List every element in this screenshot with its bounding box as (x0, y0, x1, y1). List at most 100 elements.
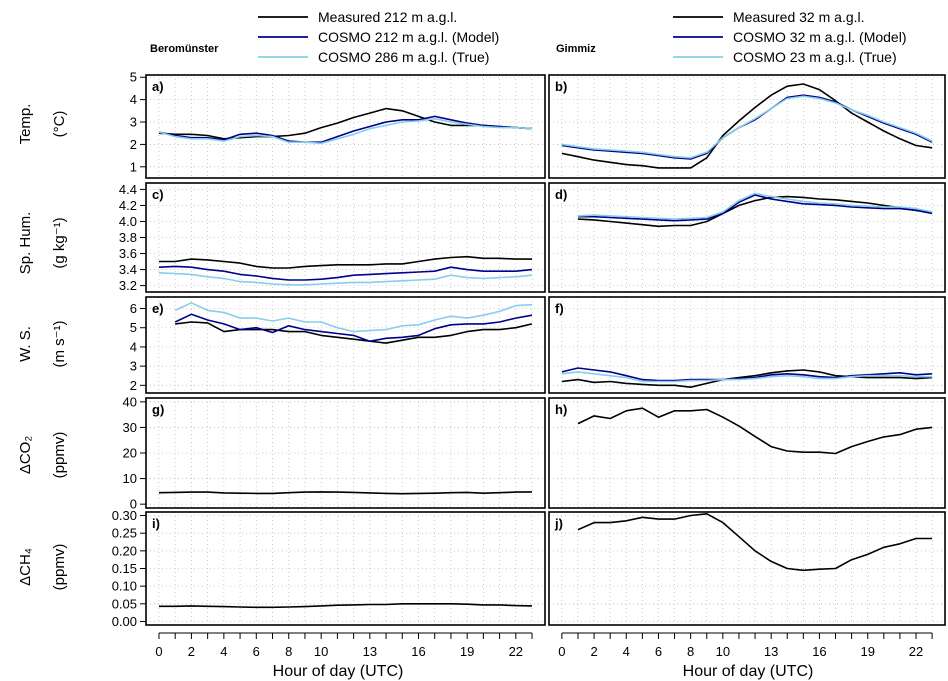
y-tick-label: 2 (130, 137, 137, 152)
x-tick-label: 0 (155, 644, 162, 659)
panel-b: b) (548, 74, 946, 179)
panel-c: c) 3.23.43.63.84.04.24.4 (119, 182, 546, 293)
legend-label-model: COSMO 212 m a.g.l. (Model) (318, 29, 499, 45)
panel-h: h) (548, 397, 946, 509)
x-tick-label: 8 (687, 644, 694, 659)
row-label-temperature: Temp. (17, 104, 34, 145)
y-tick-label: 0.20 (112, 543, 137, 558)
x-tick-label: 22 (909, 644, 923, 659)
y-tick-label: 0.00 (112, 614, 137, 629)
y-tick-label: 0.15 (112, 561, 137, 576)
y-tick-label: 3 (130, 115, 137, 130)
y-tick-label: 3.2 (119, 278, 137, 293)
x-tick-label: 16 (812, 644, 826, 659)
series-line-measured (158, 491, 533, 495)
series-line-true (561, 95, 933, 159)
panel-letter: b) (555, 79, 567, 94)
row-labels: Temp. (°C) Sp. Hum. (g kg⁻¹) W. S. (m s⁻… (17, 104, 68, 591)
x-tick-label: 10 (314, 644, 328, 659)
series-line-measured (577, 195, 933, 228)
panel-letter: h) (555, 402, 567, 417)
series-line-measured (159, 255, 532, 269)
column-title-gimmiz: Gimmiz (556, 43, 596, 55)
series-line-measured (561, 83, 933, 169)
panel-frame (548, 296, 946, 394)
y-tick-label: 0.05 (112, 596, 137, 611)
y-tick-label: 4 (130, 339, 137, 354)
y-tick-label: 10 (123, 471, 137, 486)
series-line-measured (577, 512, 933, 572)
legend-label-model: COSMO 32 m a.g.l. (Model) (733, 29, 907, 45)
row-unit-wind-speed: (m s⁻¹) (51, 320, 68, 367)
y-tick-label: 6 (130, 301, 137, 316)
y-tick-label: 0.10 (112, 579, 137, 594)
y-tick-label: 2 (130, 378, 137, 393)
legend-beromunster: Measured 212 m a.g.l. COSMO 212 m a.g.l.… (258, 9, 499, 65)
y-tick-label: 5 (130, 70, 137, 85)
legend-label-measured: Measured 212 m a.g.l. (318, 9, 457, 25)
series-line-model (158, 265, 533, 281)
y-tick-label: 40 (123, 394, 137, 409)
column-title-beromunster: Beromünster (150, 43, 219, 55)
panel-i: i) 0.00 0.05 0.10 0.15 0.20 0.25 0.30 (112, 508, 546, 629)
y-tick-label: 1 (130, 159, 137, 174)
row-label-wind-speed: W. S. (17, 326, 34, 362)
y-tick-label: 3.6 (119, 246, 137, 261)
x-tick-label: 19 (460, 644, 474, 659)
series-line-true (174, 301, 533, 333)
series-line-measured (159, 602, 533, 609)
panel-letter: c) (152, 187, 164, 202)
row-unit-delta-ch4: (ppmv) (51, 544, 68, 591)
series-line-true (158, 117, 533, 145)
y-tick-label: 3.4 (119, 262, 137, 277)
panel-f: f) (548, 296, 946, 394)
y-tick-label: 3.8 (119, 230, 137, 245)
panels: a) 1 2 3 4 5 b) c) 3.23.43.63.84.04.24.4 d) e) 2 3 4 5… (112, 70, 946, 659)
x-tick-label: 8 (285, 644, 292, 659)
legend-label-true: COSMO 23 m a.g.l. (True) (733, 49, 897, 65)
x-tick-label: 22 (509, 644, 523, 659)
y-tick-label: 20 (123, 446, 137, 461)
y-tick-label: 4 (130, 92, 137, 107)
row-unit-delta-co2: (ppmv) (51, 432, 68, 479)
panel-frame (548, 74, 946, 179)
y-tick-label: 4.0 (119, 214, 137, 229)
y-tick-label: 30 (123, 420, 137, 435)
panel-e: e) 2 3 4 5 6 (130, 296, 546, 394)
x-axis-left: 0 2 4 6 8 10 13 16 19 22 (155, 632, 533, 659)
x-tick-label: 16 (411, 644, 425, 659)
y-tick-label: 0 (130, 497, 137, 512)
panel-letter: d) (555, 187, 567, 202)
y-tick-label: 3 (130, 359, 137, 374)
series-line-true (577, 192, 933, 220)
x-tick-label: 6 (253, 644, 260, 659)
legend-label-true: COSMO 286 m a.g.l. (True) (318, 49, 489, 65)
panel-letter: i) (152, 516, 160, 531)
x-tick-label: 2 (590, 644, 597, 659)
x-axis-label-left: Hour of day (UTC) (273, 663, 404, 680)
panel-frame (548, 182, 946, 293)
y-tick-label: 4.2 (119, 198, 137, 213)
row-label-delta-ch4: ΔCH₄ (17, 548, 34, 586)
panel-j: j) (548, 511, 946, 626)
panel-letter: e) (152, 301, 164, 316)
x-tick-label: 13 (764, 644, 778, 659)
series-line-model (561, 367, 933, 382)
legend-gimmiz: Measured 32 m a.g.l. COSMO 32 m a.g.l. (… (673, 9, 907, 65)
row-label-delta-co2: ΔCO₂ (17, 436, 34, 475)
panel-letter: a) (152, 79, 164, 94)
y-tick-label: 0.30 (112, 508, 137, 523)
series-line-model (158, 115, 533, 143)
panel-g: g) 0 10 20 30 40 (123, 394, 546, 512)
panel-a: a) 1 2 3 4 5 (130, 70, 546, 179)
x-tick-label: 2 (188, 644, 195, 659)
x-axis-label-right: Hour of day (UTC) (683, 663, 814, 680)
series-line-measured (561, 369, 933, 389)
row-unit-specific-humidity: (g kg⁻¹) (51, 217, 68, 268)
legend-label-measured: Measured 32 m a.g.l. (733, 9, 865, 25)
x-axis-right: 0 2 4 6 8 10 13 16 19 22 (558, 632, 933, 659)
panel-d: d) (548, 182, 946, 293)
x-tick-label: 6 (655, 644, 662, 659)
series-line-true (158, 272, 533, 286)
